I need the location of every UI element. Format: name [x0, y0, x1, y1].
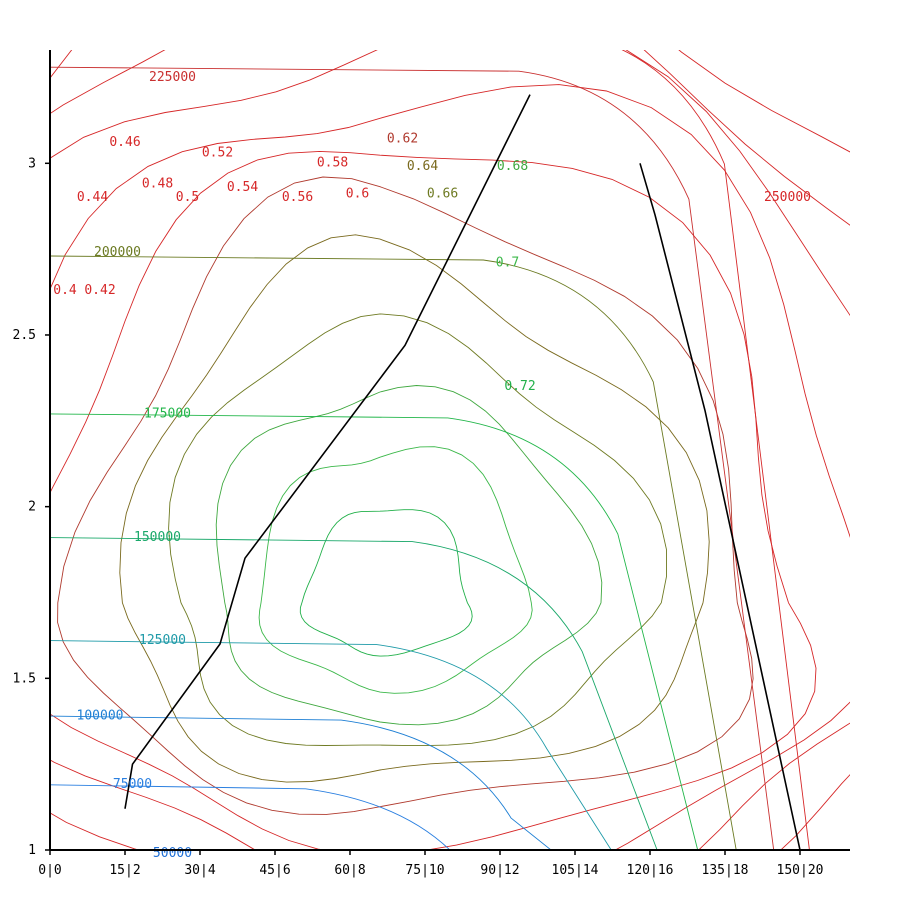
efficiency-contour: [168, 313, 667, 747]
efficiency-label: 0.72: [504, 379, 535, 394]
x-tick-label: 15|2: [109, 863, 140, 878]
x-tick-label: 90|12: [480, 863, 519, 878]
efficiency-label: 0.44: [77, 190, 108, 205]
y-tick-label: 1.5: [13, 671, 36, 686]
level-line: [621, 50, 810, 850]
efficiency-label: 0.48: [142, 176, 173, 191]
efficiency-contour: [215, 385, 603, 726]
y-tick-label: 1: [28, 843, 36, 858]
efficiency-contour: [57, 176, 754, 815]
x-tick-label: 75|10: [405, 863, 444, 878]
boundary-lines: [124, 94, 801, 851]
contour-labels: 0.4 0.42 0.44 0.46 0.480.5 0.52 0.54 0.56 0.58 0.…: [53, 70, 811, 861]
efficiency-label: 0.52: [202, 145, 233, 160]
efficiency-contour: [258, 446, 533, 694]
efficiency-label: 0.58: [317, 156, 348, 171]
efficiency-label: 0.42: [84, 283, 115, 298]
efficiency-label: 0.7: [496, 255, 519, 270]
x-tick-label: 45|6: [259, 863, 290, 878]
level-label: 100000: [77, 709, 124, 724]
level-line: [50, 537, 658, 850]
x-tick-label: 105|14: [552, 863, 599, 878]
y-axis-ticks: 1 1.5 2 2.5 3: [13, 156, 50, 858]
x-tick-label: 135|18: [702, 863, 749, 878]
x-tick-label: 30|4: [184, 863, 215, 878]
x-axis-ticks: 0|0 15|2 30|4 45|6 60|8 75|10 90|12 105|14 120|1…: [38, 850, 823, 878]
efficiency-label: 0.62: [387, 132, 418, 147]
x-tick-label: 120|16: [627, 863, 674, 878]
efficiency-label: 0.56: [282, 190, 313, 205]
level-label: 250000: [764, 190, 811, 205]
x-tick-label: 0|0: [38, 863, 61, 878]
level-label: 175000: [144, 406, 191, 421]
y-tick-label: 2.5: [13, 328, 36, 343]
left-boundary-line: [124, 94, 531, 809]
efficiency-label: 0.6: [346, 187, 369, 202]
efficiency-label: 0.68: [497, 159, 528, 174]
level-label: 75000: [113, 777, 152, 792]
level-label: 200000: [94, 245, 141, 260]
level-line: [50, 66, 775, 850]
efficiency-label: 0.54: [227, 180, 258, 195]
efficiency-contour: [50, 150, 817, 850]
level-label: 125000: [139, 633, 186, 648]
x-tick-label: 60|8: [334, 863, 365, 878]
x-tick-label: 150|20: [777, 863, 824, 878]
efficiency-contour: [50, 50, 850, 850]
efficiency-label: 0.5: [176, 190, 199, 205]
level-label: 225000: [149, 70, 196, 85]
right-boundary-line: [639, 163, 801, 851]
level-label: 150000: [134, 530, 181, 545]
level-line: [50, 413, 699, 850]
efficiency-contour: [50, 84, 850, 850]
efficiency-label: 0.4: [53, 283, 77, 298]
efficiency-label: 0.64: [407, 159, 438, 174]
efficiency-contour: [299, 509, 473, 657]
efficiency-contour: [119, 234, 710, 783]
efficiency-label: 0.46: [109, 135, 140, 150]
level-line: [50, 640, 612, 850]
efficiency-label: 0.66: [427, 187, 458, 202]
level-label: 50000: [153, 846, 192, 861]
y-tick-label: 2: [28, 500, 36, 515]
y-tick-label: 3: [28, 156, 36, 171]
level-line: [50, 715, 552, 850]
level-line: [50, 784, 451, 850]
level-line: [50, 255, 737, 850]
